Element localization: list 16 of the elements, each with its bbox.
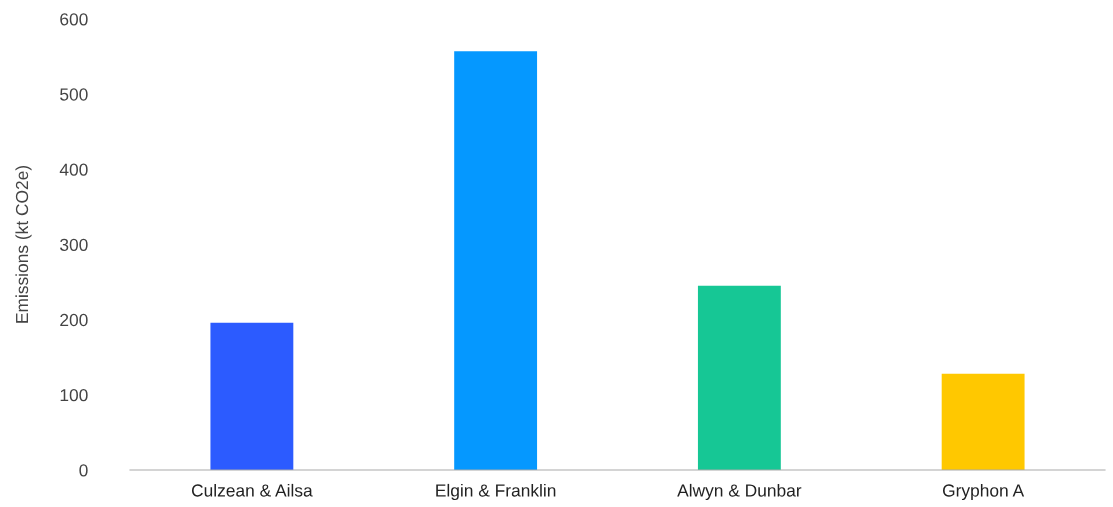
x-tick-label: Gryphon A	[942, 483, 1025, 501]
y-tick-label: 600	[60, 13, 88, 26]
y-axis-title: Emissions (kt CO2e)	[15, 165, 32, 323]
y-tick-label: 200	[60, 313, 88, 327]
x-tick-label: Culzean & Ailsa	[191, 483, 313, 497]
bar	[454, 51, 538, 470]
bar	[941, 373, 1025, 470]
y-tick-label: 300	[60, 238, 88, 251]
bar	[210, 322, 294, 470]
x-tick-label: Elgin & Franklin	[436, 483, 556, 501]
y-tick-label: 500	[60, 88, 88, 101]
y-tick-label: 400	[59, 163, 88, 176]
y-tick-label: 0	[79, 464, 88, 477]
x-tick-label: Alwyn & Dunbar	[677, 483, 802, 501]
bar	[697, 285, 781, 470]
y-tick-label: 100	[60, 389, 88, 402]
